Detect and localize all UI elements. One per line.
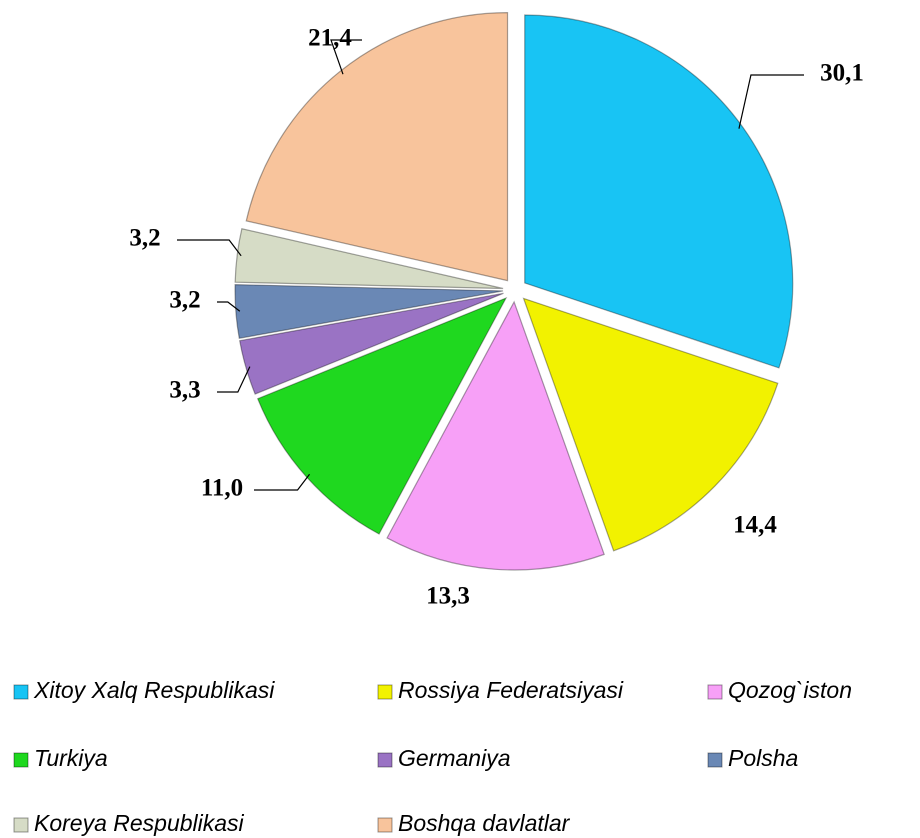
legend-label: Polsha bbox=[728, 745, 798, 771]
legend-label: Boshqa davlatlar bbox=[398, 810, 571, 836]
pie-slice bbox=[238, 292, 504, 395]
pie-slice bbox=[245, 12, 509, 282]
leader-line bbox=[217, 366, 251, 393]
legend-swatch bbox=[707, 684, 723, 700]
data-label: 13,3 bbox=[426, 583, 470, 610]
data-label: 3,3 bbox=[169, 377, 200, 404]
data-label: 14,4 bbox=[733, 512, 777, 539]
legend-swatch bbox=[377, 752, 393, 768]
data-label: 30,1 bbox=[820, 60, 864, 87]
pie-slice bbox=[256, 296, 508, 535]
data-label: 3,2 bbox=[129, 225, 160, 252]
pie-slice bbox=[522, 297, 779, 552]
legend-label: Rossiya Federatsiyasi bbox=[398, 677, 624, 703]
legend-swatch bbox=[13, 684, 29, 700]
data-label: 3,2 bbox=[169, 287, 200, 314]
legend-label: Qozog`iston bbox=[728, 677, 852, 703]
legend-swatch bbox=[13, 752, 29, 768]
leader-line bbox=[177, 239, 242, 257]
leader-line bbox=[217, 301, 241, 312]
pie-slice bbox=[524, 14, 794, 369]
data-label: 21,4 bbox=[308, 25, 352, 52]
legend-label: Xitoy Xalq Respublikasi bbox=[33, 677, 275, 703]
leader-line bbox=[254, 473, 311, 491]
legend-swatch bbox=[707, 752, 723, 768]
leader-line bbox=[738, 74, 804, 129]
legend-swatch bbox=[377, 684, 393, 700]
legend-label: Koreya Respublikasi bbox=[34, 810, 245, 836]
pie-slice bbox=[234, 228, 504, 290]
legend-swatch bbox=[377, 817, 393, 833]
legend-label: Germaniya bbox=[398, 745, 510, 771]
pie-slice bbox=[234, 283, 504, 339]
legend-swatch bbox=[13, 817, 29, 833]
leader-line bbox=[330, 39, 362, 75]
pie-slice bbox=[386, 300, 605, 571]
legend-label: Turkiya bbox=[34, 745, 108, 771]
data-label: 11,0 bbox=[201, 475, 243, 502]
